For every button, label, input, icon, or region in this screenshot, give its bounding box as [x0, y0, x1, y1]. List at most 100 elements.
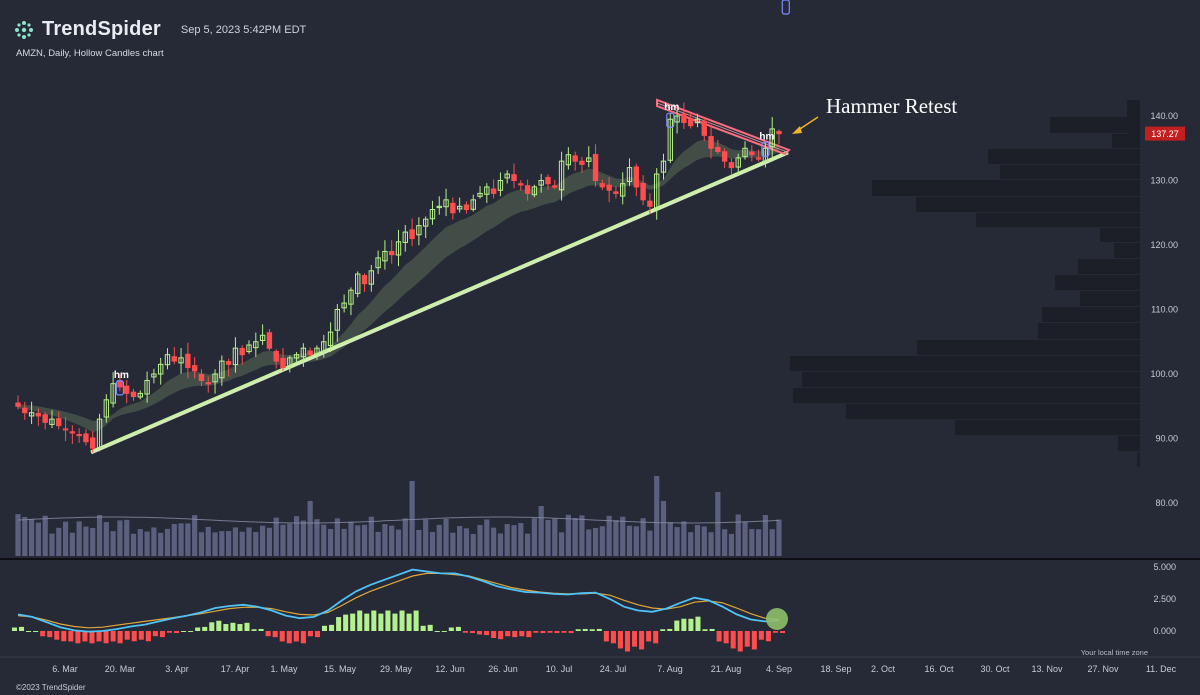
candle-body — [518, 183, 524, 186]
volume-bar — [776, 519, 782, 556]
macd-histogram-bar — [152, 631, 158, 637]
volume-bar — [260, 525, 266, 556]
volume-profile-bar — [1050, 117, 1140, 133]
volume-bar — [538, 506, 544, 556]
candle-body — [287, 357, 293, 369]
candles[interactable] — [15, 102, 782, 453]
copyright: ©2023 TrendSpider — [16, 683, 86, 692]
candle-body — [76, 433, 82, 437]
volume-bar — [436, 524, 442, 556]
hammer-label: hm — [114, 370, 129, 381]
volume-bar — [110, 531, 116, 556]
volume-bar — [62, 521, 69, 556]
macd-signal-line — [17, 572, 780, 629]
volume-bar — [348, 521, 354, 556]
candle-body — [124, 385, 130, 394]
macd-histogram-bar — [188, 631, 194, 632]
macd-histogram-bar — [512, 631, 518, 638]
macd-histogram-bar — [272, 631, 278, 638]
candle-body — [416, 225, 422, 236]
macd-histogram-bar — [216, 620, 222, 631]
volume-bar — [728, 533, 735, 556]
x-tick-label: 27. Nov — [1087, 664, 1119, 674]
y-tick-label: 90.00 — [1155, 434, 1178, 444]
volume-profile-bar — [916, 197, 1140, 212]
volume-bar — [558, 532, 565, 556]
macd-histogram-bar — [716, 631, 722, 642]
candle-body — [470, 199, 476, 210]
volume-bar — [246, 527, 252, 556]
macd-histogram-bar — [505, 631, 511, 637]
volume-bars — [15, 476, 782, 556]
volume-bar — [620, 516, 626, 556]
volume-profile-bar — [1118, 436, 1140, 451]
candle-body — [653, 173, 660, 210]
volume-bar — [226, 531, 232, 556]
x-tick-label: 17. Apr — [221, 664, 250, 674]
volume-bar — [300, 520, 306, 556]
x-tick-label: 1. May — [270, 664, 298, 674]
macd-histogram-bar — [498, 631, 504, 640]
candle-body — [361, 275, 368, 285]
macd-histogram-bar — [138, 631, 144, 640]
volume-bar — [504, 524, 510, 556]
candle-body — [103, 399, 110, 418]
macd-histogram-bar — [448, 627, 454, 631]
macd-histogram-bar — [336, 617, 342, 631]
volume-bar — [756, 529, 762, 556]
macd-pane — [11, 568, 788, 652]
candle-body — [422, 218, 429, 227]
volume-bar — [382, 524, 388, 556]
x-tick-label: 30. Oct — [980, 664, 1010, 674]
candle-body — [49, 418, 55, 425]
hammer-label: hm — [780, 0, 795, 3]
macd-histogram-bar — [624, 631, 631, 652]
x-tick-label: 6. Mar — [52, 664, 78, 674]
hammer-box — [666, 112, 675, 128]
time-axis: 6. Mar 20. Mar 3. Apr 17. Apr 1. May 15. May 2… — [52, 664, 1176, 674]
volume-bar — [606, 515, 612, 556]
candle-body — [721, 151, 728, 162]
candle-body — [28, 412, 35, 417]
macd-histogram-bar — [462, 631, 468, 633]
macd-histogram-bar — [632, 631, 638, 647]
volume-bar — [749, 529, 755, 556]
volume-bar — [144, 531, 150, 556]
candle-body — [62, 428, 69, 431]
y-tick-label: 110.00 — [1151, 305, 1178, 315]
candle-body — [497, 180, 504, 191]
x-tick-label: 12. Jun — [435, 664, 465, 674]
candle-body — [552, 185, 558, 188]
trendline-support[interactable] — [90, 150, 789, 455]
macd-histogram-bar — [568, 631, 574, 634]
volume-bar — [443, 518, 449, 556]
candle-body — [56, 418, 62, 427]
macd-histogram-bar — [413, 610, 419, 631]
macd-histogram-bar — [646, 631, 652, 642]
candle-body — [504, 173, 510, 179]
candle-body — [742, 147, 748, 158]
macd-histogram-bar — [307, 631, 313, 637]
candle-body — [130, 391, 137, 398]
volume-bar — [151, 527, 157, 556]
header: TrendSpider Sep 5, 2023 5:42PM EDT — [14, 18, 306, 41]
candle-body — [117, 380, 123, 388]
macd-histogram-bar — [124, 631, 130, 640]
macd-histogram-bar — [674, 620, 680, 631]
timezone-note: Your local time zone — [1080, 648, 1148, 657]
volume-bar — [293, 516, 300, 556]
candle-body — [599, 183, 606, 188]
macd-histogram-bar — [293, 631, 299, 642]
volume-profile-bar — [955, 420, 1140, 435]
macd-histogram-bar — [441, 631, 447, 632]
candle-body — [232, 347, 239, 366]
candle-body — [205, 382, 211, 385]
candle-body — [293, 354, 300, 359]
volume-bar — [130, 533, 137, 556]
ema-cloud — [18, 139, 779, 433]
volume-bar — [423, 519, 429, 556]
volume-bar — [497, 533, 504, 556]
volume-bar — [28, 518, 35, 556]
macd-tick-label: 0.000 — [1153, 626, 1176, 636]
